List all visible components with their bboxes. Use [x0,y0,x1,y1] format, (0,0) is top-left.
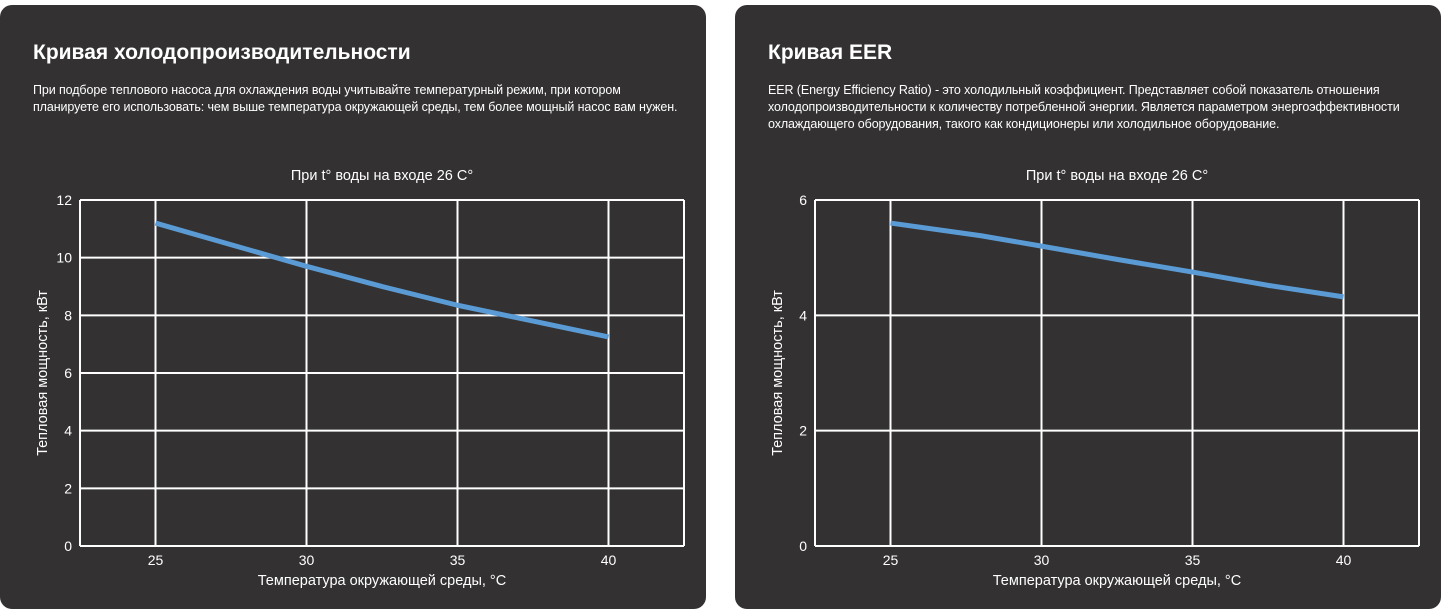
y-axis-label: Тепловая мощность, кВт [35,290,51,456]
cooling-capacity-chart: 0 2 4 6 8 10 12 25 30 35 40 При t° воды на входе 26… [35,168,685,589]
x-tick-label: 30 [299,552,315,568]
x-tick-label: 30 [1034,552,1050,568]
x-tick-label: 40 [1336,552,1352,568]
y-tick-label: 6 [64,365,72,381]
y-tick-label: 2 [799,423,807,439]
y-tick-label: 8 [64,307,72,323]
y-tick-label: 4 [64,423,72,439]
y-tick-label: 0 [64,538,72,554]
series-line [154,220,610,340]
x-tick-label: 35 [1185,552,1201,568]
eer-chart: 0 2 4 6 25 30 35 40 При t° воды на входе 26 C° Те… [770,168,1420,589]
y-tick-label: 0 [799,538,807,554]
card-description: EER (Energy Efficiency Ratio) - это холо… [768,83,1400,131]
card-title: Кривая EER [768,41,893,64]
y-tick-label: 10 [56,250,72,266]
x-tick-label: 40 [601,552,617,568]
card-description: При подборе теплового насоса для охлажде… [33,83,678,114]
x-tick-label: 25 [883,552,899,568]
chart-title: При t° воды на входе 26 C° [291,168,473,184]
x-axis-label: Температура окружающей среды, °C [258,573,506,589]
series-line [890,220,1344,300]
card-title: Кривая холодопроизводительности [33,41,411,64]
x-tick-label: 35 [450,552,466,568]
y-tick-label: 4 [799,307,807,323]
y-axis-label: Тепловая мощность, кВт [770,290,786,456]
chart-title: При t° воды на входе 26 C° [1026,168,1208,184]
eer-card: Кривая EER EER (Energy Efficiency Ratio)… [735,5,1441,609]
x-axis-label: Температура окружающей среды, °C [993,573,1241,589]
y-tick-label: 6 [799,192,807,208]
x-tick-label: 25 [148,552,164,568]
y-tick-label: 12 [56,192,72,208]
y-tick-label: 2 [64,480,72,496]
cooling-capacity-card: Кривая холодопроизводительности При подб… [0,5,706,609]
